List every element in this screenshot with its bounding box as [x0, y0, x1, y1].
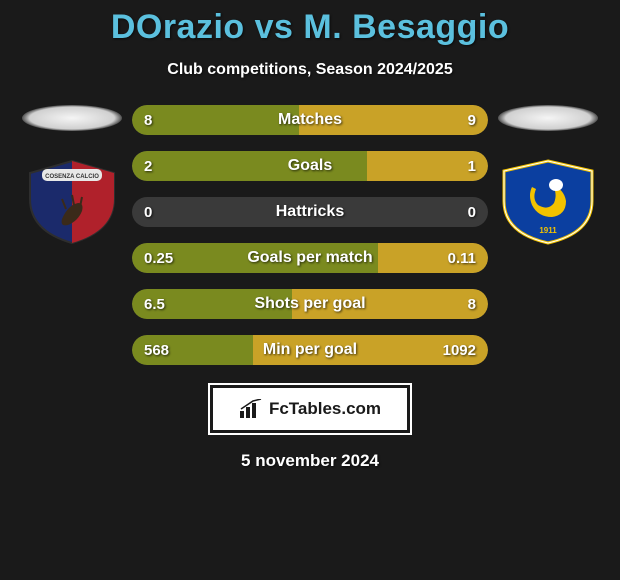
left-club-crest: COSENZA CALCIO [22, 159, 122, 245]
stat-row: 00Hattricks [132, 197, 488, 227]
stat-row: 21Goals [132, 151, 488, 181]
stat-label: Hattricks [132, 197, 488, 227]
chart-icon [239, 399, 263, 419]
stat-label: Min per goal [132, 335, 488, 365]
left-player-halo [22, 105, 122, 131]
date-line: 5 november 2024 [0, 451, 620, 471]
right-player-halo [498, 105, 598, 131]
page-title: DOrazio vs M. Besaggio [0, 8, 620, 47]
stat-row: 0.250.11Goals per match [132, 243, 488, 273]
stat-label: Matches [132, 105, 488, 135]
cosenza-crest-icon: COSENZA CALCIO [22, 159, 122, 245]
brescia-crest-icon: 1911 [498, 159, 598, 245]
stat-row: 6.58Shots per goal [132, 289, 488, 319]
svg-text:1911: 1911 [539, 226, 557, 235]
subtitle: Club competitions, Season 2024/2025 [0, 61, 620, 79]
svg-text:COSENZA CALCIO: COSENZA CALCIO [45, 174, 99, 180]
infographic-root: DOrazio vs M. Besaggio Club competitions… [0, 0, 620, 471]
brand-text: FcTables.com [269, 399, 381, 419]
right-club-crest: 1911 [498, 159, 598, 245]
stat-row: 89Matches [132, 105, 488, 135]
stat-label: Shots per goal [132, 289, 488, 319]
stat-row: 5681092Min per goal [132, 335, 488, 365]
left-player-col: COSENZA CALCIO [12, 105, 132, 245]
right-player-col: 1911 [488, 105, 608, 245]
stats-area: COSENZA CALCIO 89Matches 21Goals 00Hattric… [0, 105, 620, 365]
brand-badge: FcTables.com [210, 385, 410, 433]
stat-label: Goals [132, 151, 488, 181]
stat-bars: 89Matches 21Goals 00Hattricks 0.250.11Goals… [132, 105, 488, 365]
stat-label: Goals per match [132, 243, 488, 273]
